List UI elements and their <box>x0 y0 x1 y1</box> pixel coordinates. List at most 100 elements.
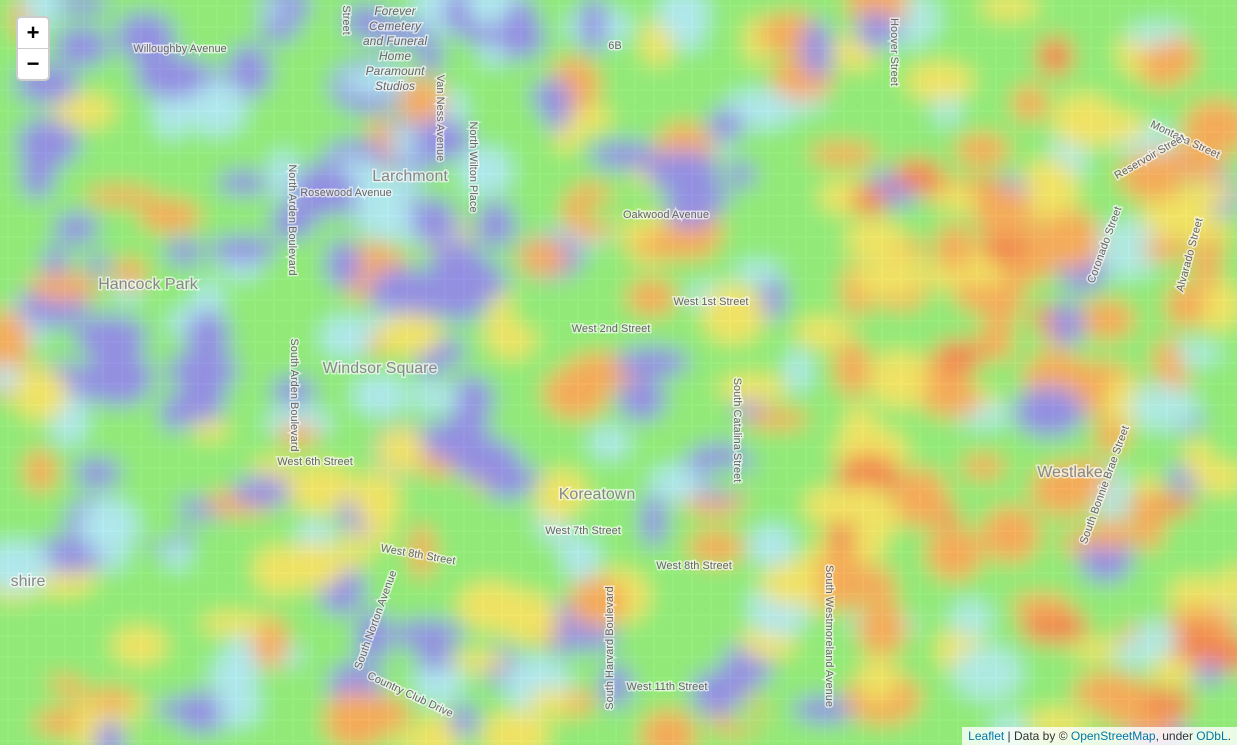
zoom-control: + − <box>16 16 50 81</box>
heat-blob <box>1192 237 1221 292</box>
heat-blob <box>1164 283 1206 328</box>
heat-blob <box>85 253 111 276</box>
heat-blob <box>831 37 863 67</box>
map-label: Studios <box>375 79 415 93</box>
heat-blob <box>869 350 928 408</box>
heat-blob <box>937 185 982 212</box>
heat-blob <box>1036 36 1074 77</box>
heat-blob <box>13 367 69 421</box>
heat-blob <box>735 260 781 283</box>
heat-blob <box>808 552 875 611</box>
heat-blob <box>701 284 766 344</box>
heat-blob <box>323 690 389 745</box>
heat-blob <box>115 11 176 63</box>
map-label: South Westmoreland Avenue <box>823 565 835 707</box>
heat-blob <box>686 530 746 565</box>
heat-blob <box>976 323 1014 362</box>
attribution-text: . <box>1227 729 1231 743</box>
heat-blob <box>893 158 944 192</box>
heat-blob <box>259 16 299 43</box>
heat-blob <box>390 730 463 745</box>
heat-blob <box>1019 608 1090 645</box>
heat-blob <box>217 170 269 195</box>
map-label: Oakwood Avenue <box>623 209 709 221</box>
heat-blob <box>282 541 345 590</box>
heat-blob <box>270 376 317 406</box>
heat-blob <box>650 465 703 502</box>
heat-blob <box>921 385 983 418</box>
heat-blob <box>49 0 110 15</box>
zoom-out[interactable]: − <box>18 48 48 79</box>
heat-blob <box>432 241 470 294</box>
heat-blob <box>857 601 907 657</box>
heat-blob <box>79 498 139 554</box>
map-label: North Wilton Place <box>467 121 479 212</box>
heat-blob <box>480 710 550 745</box>
heat-blob <box>340 67 410 95</box>
heat-blob <box>54 26 110 67</box>
heat-blob <box>954 133 1011 167</box>
heat-blob <box>212 684 260 727</box>
map-label: Windsor Square <box>323 360 438 377</box>
heat-blob <box>136 497 183 545</box>
heat-blob <box>363 17 432 47</box>
leaflet-link[interactable]: Leaflet <box>968 729 1005 743</box>
heat-blob <box>1183 182 1236 206</box>
heat-blob <box>759 274 787 321</box>
heat-blob <box>973 185 1031 238</box>
heat-blob <box>73 457 121 488</box>
heat-blob <box>1011 84 1049 122</box>
heat-blob <box>850 184 888 216</box>
heat-blob <box>809 142 879 166</box>
map-label: South Arden Boulevard <box>288 338 300 451</box>
heat-blob <box>1182 156 1225 181</box>
heat-blob <box>658 0 709 39</box>
heat-blob <box>1086 518 1135 550</box>
map-label: West 6th Street <box>277 456 353 468</box>
heat-blob <box>467 0 511 26</box>
map-label: and Funeral <box>363 34 427 48</box>
heat-blob <box>85 687 137 710</box>
odbl-link[interactable]: ODbL <box>1196 729 1228 743</box>
heat-blob <box>270 202 316 240</box>
heat-blob <box>542 77 572 133</box>
attribution-text: , under <box>1155 729 1193 743</box>
heat-blob <box>291 163 358 217</box>
map-label: Street <box>340 5 352 34</box>
heat-blob <box>497 591 557 643</box>
heat-blob <box>476 200 516 249</box>
zoom-in[interactable]: + <box>26 20 40 45</box>
heat-blob <box>320 315 372 358</box>
heat-blob <box>934 339 983 373</box>
heat-blob <box>846 219 905 261</box>
heat-blob <box>73 314 148 359</box>
map-label: Van Ness Avenue <box>434 75 446 161</box>
heat-blob <box>836 453 901 497</box>
map-label: South Catalina Street <box>731 378 743 483</box>
map-label: shire <box>11 573 46 590</box>
heat-blob <box>0 541 52 591</box>
heat-blob <box>354 471 400 530</box>
osm-link[interactable]: OpenStreetMap <box>1070 729 1156 743</box>
heat-blob <box>52 93 116 129</box>
heat-blob <box>179 392 223 423</box>
heat-blob <box>208 235 278 264</box>
heat-blob <box>571 625 619 652</box>
map-label: West 7th Street <box>545 525 621 537</box>
heat-blob <box>138 198 201 233</box>
heat-blob <box>411 118 472 161</box>
heat-blob <box>451 438 520 482</box>
heat-blob <box>1011 593 1073 617</box>
heat-blob <box>1030 462 1098 516</box>
heat-blob <box>451 650 508 672</box>
heat-blob <box>744 176 781 212</box>
heat-blob <box>1133 621 1177 660</box>
heat-blob <box>276 422 320 447</box>
map-label: Larchmont <box>372 168 448 185</box>
heat-blob <box>153 698 226 720</box>
heat-blob <box>645 150 722 194</box>
heat-blob <box>599 663 632 708</box>
map-label: Willoughby Avenue <box>133 43 226 55</box>
heat-blob <box>82 349 154 407</box>
